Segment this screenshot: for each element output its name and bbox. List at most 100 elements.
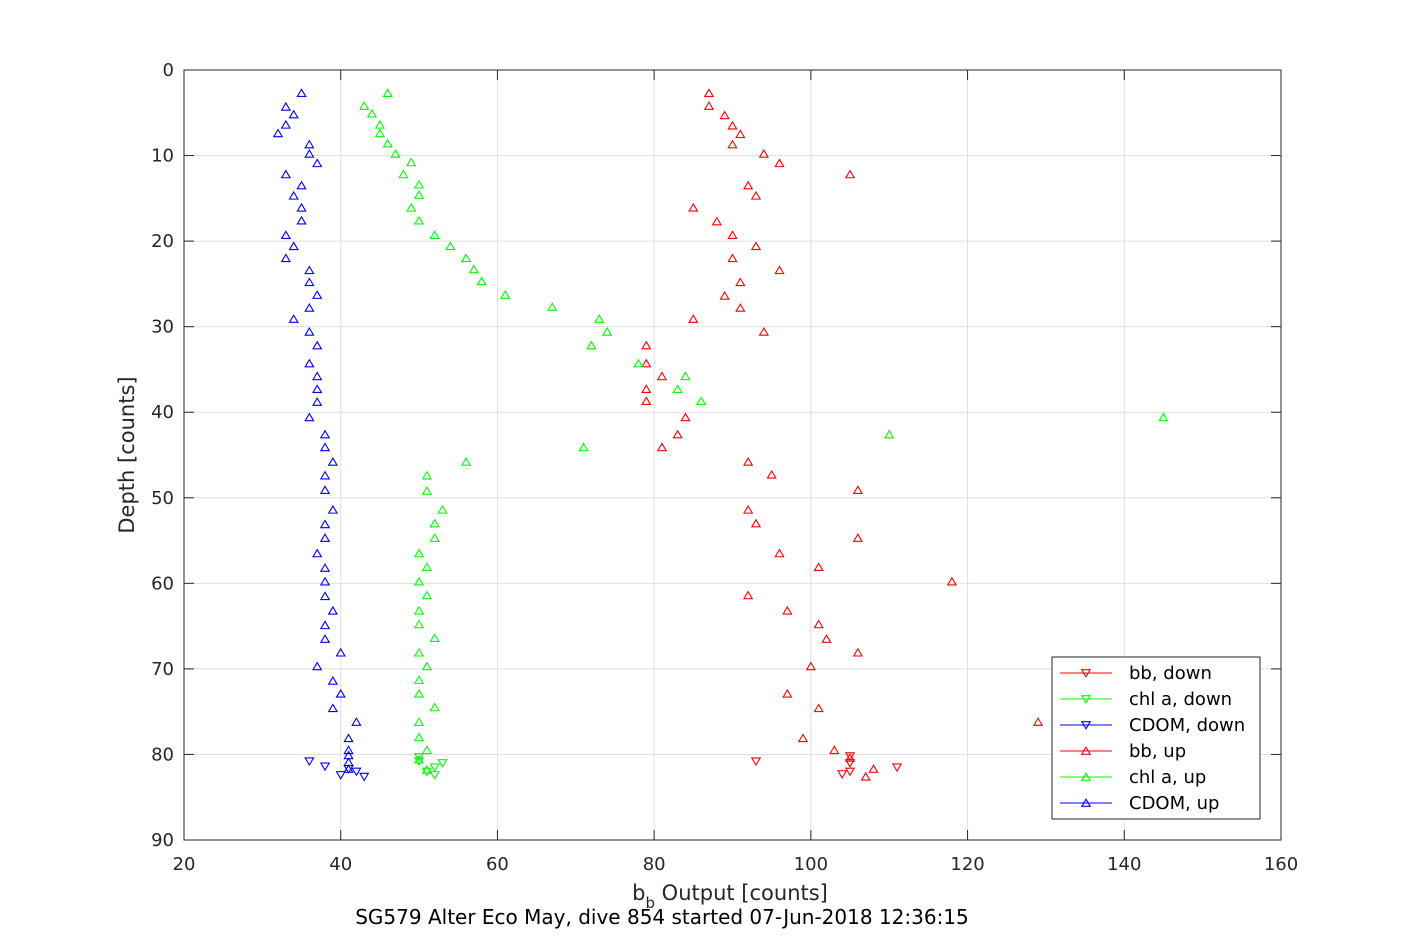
point-bb-up (860, 771, 871, 781)
point-chl-a-up (421, 661, 433, 671)
point-cdom-up (280, 230, 292, 240)
point-cdom-up (304, 277, 315, 287)
y-tick-label: 0 (163, 60, 174, 81)
point-chl-a-up (672, 384, 683, 394)
point-cdom-up (319, 429, 331, 439)
point-chl-a-up (460, 456, 472, 466)
point-chl-a-up (413, 576, 425, 586)
point-cdom-up (304, 265, 315, 275)
legend-box (1051, 656, 1261, 820)
point-chl-a-up (413, 717, 425, 726)
point-cdom-up (304, 148, 315, 158)
point-cdom-up (280, 119, 292, 129)
point-cdom-up (312, 371, 323, 381)
point-cdom-up (312, 548, 323, 558)
x-tick-label: 120 (950, 854, 984, 875)
point-chl-a-up (374, 119, 386, 129)
point-chl-a-up (421, 470, 433, 480)
point-bb-up (782, 688, 793, 698)
point-bb-up (852, 533, 864, 542)
point-chl-a-up (406, 202, 417, 212)
point-chl-a-up (421, 764, 433, 774)
point-bb-up (1032, 717, 1044, 726)
point-cdom-up (312, 384, 323, 394)
point-chl-a-up (374, 128, 386, 138)
point-chl-a-up (429, 518, 440, 528)
point-bb-up (852, 485, 864, 494)
y-tick-label: 50 (151, 488, 174, 509)
point-bb-up (641, 358, 652, 368)
point-bb-up (727, 120, 738, 130)
point-bb-down (891, 763, 903, 773)
x-axis-label-subscript: b (645, 894, 655, 912)
y-tick-label: 40 (151, 402, 174, 423)
x-axis-label: bb Output [counts] (632, 881, 828, 912)
point-cdom-up (335, 688, 346, 698)
point-chl-a-up (429, 533, 440, 542)
point-chl-a-up (547, 302, 558, 311)
point-cdom-up (319, 442, 331, 452)
point-bb-up (711, 216, 722, 226)
x-tick-label: 60 (486, 854, 509, 875)
point-chl-a-up (421, 486, 433, 495)
point-chl-a-up (445, 241, 456, 251)
point-bb-up (680, 412, 691, 422)
point-chl-a-down (429, 763, 440, 773)
point-chl-a-up (413, 179, 425, 189)
point-chl-a-up (884, 429, 895, 439)
legend-entry: bb, down (1060, 663, 1212, 684)
point-bb-down (844, 752, 856, 762)
point-cdom-down (359, 772, 370, 782)
point-chl-a-up (390, 148, 401, 158)
plot-frame (183, 69, 1282, 841)
point-bb-up (750, 241, 762, 251)
point-bb-up (641, 384, 652, 394)
point-cdom-up (280, 169, 292, 179)
point-bb-up (727, 230, 738, 240)
point-chl-a-up (695, 396, 707, 406)
y-tick-label: 80 (151, 744, 174, 765)
point-cdom-up (327, 504, 339, 514)
x-tick-label: 100 (794, 854, 828, 875)
point-chl-a-up (421, 562, 433, 571)
point-chl-a-up (366, 108, 378, 118)
point-chl-a-down (413, 757, 425, 767)
point-bb-up (805, 661, 817, 671)
point-cdom-up (327, 456, 339, 466)
point-chl-a-up (680, 371, 691, 381)
point-cdom-down (319, 762, 331, 772)
point-cdom-up (327, 605, 339, 615)
point-bb-up (852, 647, 864, 657)
point-cdom-up (280, 253, 292, 263)
y-tick-label: 10 (151, 146, 174, 167)
point-bb-up (774, 548, 785, 558)
point-cdom-up (319, 576, 331, 586)
point-chl-a-up (594, 314, 605, 323)
point-chl-a-up (382, 88, 393, 98)
data-marks (272, 88, 1169, 782)
point-bb-up (688, 202, 699, 212)
y-axis-label: Depth [counts] (115, 376, 139, 533)
point-cdom-up (304, 326, 315, 336)
point-bb-up (743, 180, 754, 190)
ticks: 20 40 60 80 100 120 140 160 0 10 20 30 40 50 60 70 80 90 (151, 60, 1298, 875)
point-chl-a-up (413, 754, 425, 764)
point-bb-up (766, 469, 777, 479)
point-chl-a-up (586, 340, 597, 350)
point-cdom-up (296, 180, 307, 190)
point-chl-a-down (421, 767, 433, 777)
point-chl-a-up (413, 675, 425, 684)
point-bb-up (844, 169, 856, 179)
point-cdom-up (319, 563, 331, 572)
point-bb-up (813, 619, 824, 629)
legend-marker (1080, 798, 1092, 807)
y-tick-label: 30 (151, 317, 174, 338)
point-cdom-up (312, 397, 323, 406)
point-bb-up (688, 314, 699, 323)
point-bb-up (656, 371, 668, 381)
point-cdom-up (280, 101, 292, 111)
point-cdom-up (319, 634, 331, 643)
x-tick-label: 140 (1107, 854, 1141, 875)
point-bb-up (813, 562, 824, 571)
